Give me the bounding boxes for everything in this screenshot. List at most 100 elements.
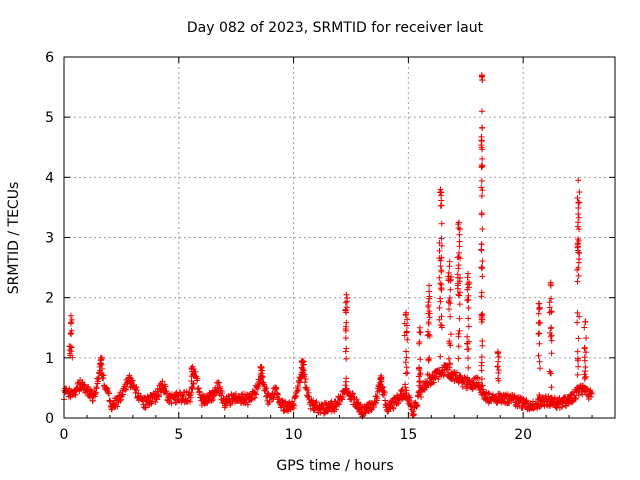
data-point [446, 258, 453, 265]
data-point [575, 272, 582, 279]
data-point [478, 72, 485, 79]
axis-ticks: 0 5 10 15 20 0 1 2 3 4 5 6 [45, 50, 615, 443]
data-point [535, 352, 542, 359]
data-point [437, 257, 444, 264]
data-point [478, 247, 485, 254]
data-point [494, 348, 501, 355]
data-point [381, 389, 388, 396]
data-point [479, 258, 486, 265]
data-point [456, 238, 463, 245]
data-point [248, 396, 255, 403]
data-point [403, 348, 410, 355]
data-point [548, 332, 555, 339]
y-tick-label: 0 [45, 411, 54, 427]
data-point [457, 274, 464, 281]
data-point [403, 309, 410, 316]
data-point [548, 384, 555, 391]
data-point [416, 373, 423, 380]
data-point [438, 268, 445, 275]
y-tick-label: 3 [45, 231, 54, 247]
data-point [547, 333, 554, 340]
y-tick-label: 5 [45, 110, 54, 126]
data-point [259, 373, 266, 380]
data-point [479, 187, 486, 194]
data-point [548, 350, 555, 357]
data-point [342, 335, 349, 342]
data-point [342, 299, 349, 306]
data-point [437, 298, 444, 305]
data-point [478, 164, 485, 171]
data-point [253, 391, 260, 398]
data-point [587, 387, 594, 394]
data-point [343, 355, 350, 362]
data-point [188, 365, 195, 372]
data-point [142, 404, 149, 411]
data-point [370, 404, 377, 411]
data-point [68, 316, 75, 323]
data-point [575, 237, 582, 244]
data-point [312, 399, 319, 406]
data-point [575, 363, 582, 370]
data-point [576, 189, 583, 196]
data-point [575, 214, 582, 221]
grid-layer [64, 57, 615, 418]
data-point [447, 313, 454, 320]
data-point [67, 343, 74, 350]
data-point [455, 343, 462, 350]
x-tick-label: 10 [285, 427, 303, 443]
data-point [574, 348, 581, 355]
data-point [436, 239, 443, 246]
data-point [438, 192, 445, 199]
data-point [97, 361, 104, 368]
data-point [455, 333, 462, 340]
data-point [575, 259, 582, 266]
data-point [456, 292, 463, 299]
data-point [416, 378, 423, 385]
data-point [479, 124, 486, 131]
data-point [67, 312, 74, 319]
data-point [478, 367, 485, 374]
data-point [446, 295, 453, 302]
data-point [252, 390, 259, 397]
data-point [576, 226, 583, 233]
data-point [583, 335, 590, 342]
data-point [436, 274, 443, 281]
data-point [373, 400, 380, 407]
data-point [447, 342, 454, 349]
data-point [437, 285, 444, 292]
data-point [446, 338, 453, 345]
data-point [464, 333, 471, 340]
data-point [575, 392, 582, 399]
data-point [403, 364, 410, 371]
data-point [402, 381, 409, 388]
data-point [446, 306, 453, 313]
data-point [575, 335, 582, 342]
data-point [132, 389, 139, 396]
data-point [403, 328, 410, 335]
data-point [259, 367, 266, 374]
data-point [273, 385, 280, 392]
data-point [574, 244, 581, 251]
data-point [465, 292, 472, 299]
data-point [342, 378, 349, 385]
data-point [574, 266, 581, 273]
data-point [575, 199, 582, 206]
data-point [435, 376, 442, 383]
data-point [403, 387, 410, 394]
data-point [426, 295, 433, 302]
data-point [122, 386, 129, 393]
data-point [479, 342, 486, 349]
data-point [68, 344, 75, 351]
data-point [194, 375, 201, 382]
data-point [470, 375, 477, 382]
data-points [61, 72, 595, 420]
data-point [426, 288, 433, 295]
data-point [301, 371, 308, 378]
data-point [465, 364, 472, 371]
data-point [425, 357, 432, 364]
data-point [478, 210, 485, 217]
data-point [478, 184, 485, 191]
data-point [426, 355, 433, 362]
data-point [537, 365, 544, 372]
data-point [548, 308, 555, 315]
